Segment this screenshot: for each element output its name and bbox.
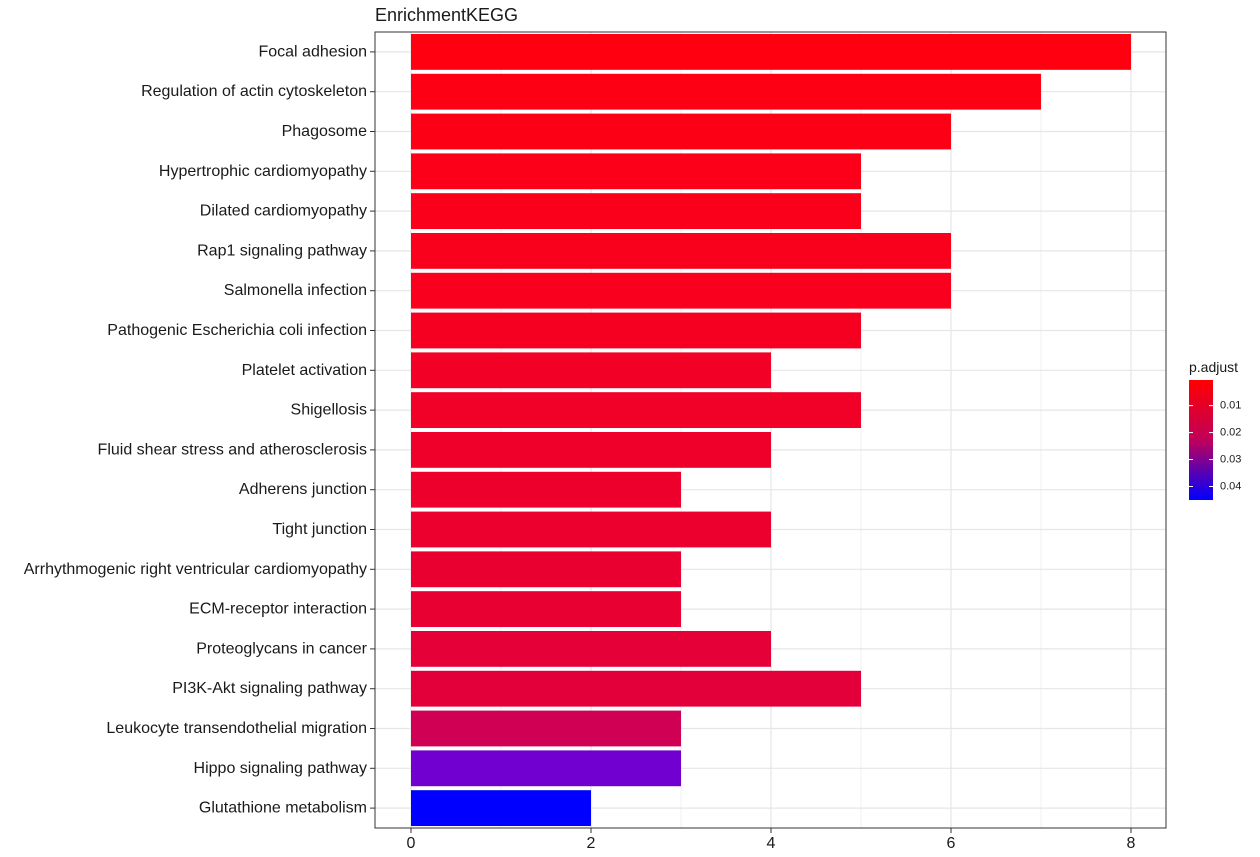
legend: p.adjust 0.01 0.02 0.03 0.04 — [1189, 359, 1241, 500]
grid-lines — [375, 32, 1166, 828]
bar — [411, 193, 861, 230]
bar — [411, 153, 861, 190]
bar — [411, 113, 951, 150]
y-tick-label: Shigellosis — [291, 402, 367, 419]
bar — [411, 511, 771, 548]
y-tick-label: Focal adhesion — [258, 43, 367, 60]
bar — [411, 710, 681, 747]
y-tick-label: Tight junction — [272, 521, 367, 538]
y-tick-label: Salmonella infection — [224, 282, 367, 299]
y-tick-label: Dilated cardiomyopathy — [200, 203, 367, 220]
y-tick-label: Hippo signaling pathway — [194, 760, 367, 777]
y-tick-label: Adherens junction — [239, 481, 367, 498]
x-tick-label: 6 — [947, 835, 956, 852]
bar — [411, 33, 1131, 70]
y-tick-label: Leukocyte transendothelial migration — [106, 720, 367, 737]
bar — [411, 630, 771, 667]
y-tick-label: Proteoglycans in cancer — [196, 640, 367, 657]
bar — [411, 272, 951, 309]
y-axis: Focal adhesion Regulation of actin cytosk… — [24, 43, 375, 817]
legend-label: 0.01 — [1220, 400, 1241, 412]
y-tick-label: Fluid shear stress and atherosclerosis — [98, 441, 367, 458]
bar — [411, 392, 861, 429]
x-tick-label: 2 — [587, 835, 596, 852]
y-tick-label: ECM-receptor interaction — [189, 601, 367, 618]
y-tick-label: Phagosome — [282, 123, 367, 140]
x-tick-label: 8 — [1127, 835, 1136, 852]
bar — [411, 670, 861, 707]
y-tick-label: Pathogenic Escherichia coli infection — [107, 322, 367, 339]
y-tick-label: Glutathione metabolism — [199, 800, 367, 817]
bar — [411, 750, 681, 787]
y-tick-label: Hypertrophic cardiomyopathy — [159, 163, 367, 180]
y-tick-label: Rap1 signaling pathway — [197, 242, 367, 259]
y-tick-label: PI3K-Akt signaling pathway — [172, 680, 367, 697]
legend-title: p.adjust — [1189, 359, 1238, 375]
bar — [411, 551, 681, 588]
bar — [411, 73, 1041, 110]
bars — [411, 33, 1131, 827]
legend-label: 0.04 — [1220, 481, 1241, 493]
bar — [411, 431, 771, 468]
bar — [411, 232, 951, 269]
bar — [411, 591, 681, 628]
legend-label: 0.02 — [1220, 427, 1241, 439]
x-tick-label: 0 — [407, 835, 416, 852]
chart-title: EnrichmentKEGG — [375, 5, 519, 25]
bar — [411, 352, 771, 389]
x-axis: 0 2 4 6 8 — [407, 828, 1136, 852]
y-tick-label: Arrhythmogenic right ventricular cardiom… — [24, 561, 367, 578]
y-tick-label: Regulation of actin cytoskeleton — [141, 83, 367, 100]
y-tick-label: Platelet activation — [242, 362, 367, 379]
x-tick-label: 4 — [767, 835, 776, 852]
bar — [411, 312, 861, 349]
legend-label: 0.03 — [1220, 454, 1241, 466]
bar — [411, 471, 681, 508]
legend-colorbar — [1189, 380, 1213, 500]
bar — [411, 790, 591, 827]
